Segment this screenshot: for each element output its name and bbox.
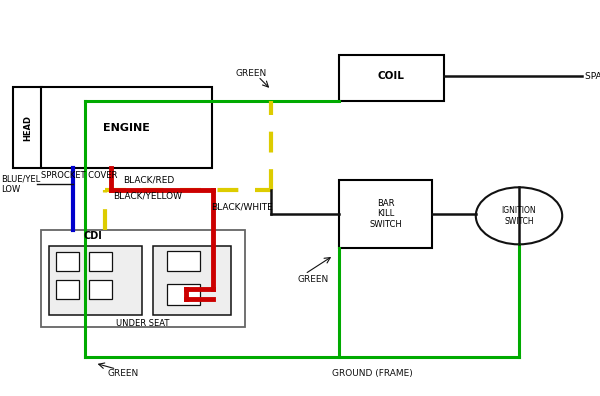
Text: IGNITION
SWITCH: IGNITION SWITCH	[502, 206, 536, 225]
FancyBboxPatch shape	[41, 87, 212, 168]
Text: BLUE/YEL
LOW: BLUE/YEL LOW	[1, 175, 40, 194]
FancyBboxPatch shape	[153, 246, 231, 315]
FancyBboxPatch shape	[167, 251, 200, 271]
Text: BLACK/YELLOW: BLACK/YELLOW	[113, 192, 182, 200]
FancyBboxPatch shape	[339, 55, 444, 101]
FancyBboxPatch shape	[339, 180, 432, 248]
FancyBboxPatch shape	[89, 252, 112, 271]
Text: HEAD: HEAD	[23, 115, 32, 141]
FancyBboxPatch shape	[56, 280, 79, 299]
Text: GREEN: GREEN	[235, 69, 266, 78]
Text: GREEN: GREEN	[297, 275, 328, 284]
FancyBboxPatch shape	[89, 280, 112, 299]
Text: CDI: CDI	[83, 230, 103, 241]
FancyBboxPatch shape	[13, 87, 42, 168]
Text: BAR
KILL
SWITCH: BAR KILL SWITCH	[370, 199, 402, 229]
Circle shape	[476, 187, 562, 244]
Text: SPARK PLUG: SPARK PLUG	[585, 72, 600, 81]
Text: GROUND (FRAME): GROUND (FRAME)	[332, 369, 412, 377]
Text: BLACK/RED: BLACK/RED	[123, 176, 174, 185]
Text: ENGINE: ENGINE	[103, 123, 149, 133]
Text: GREEN: GREEN	[107, 369, 139, 377]
FancyBboxPatch shape	[41, 230, 245, 327]
Text: UNDER SEAT: UNDER SEAT	[116, 320, 169, 328]
FancyBboxPatch shape	[49, 246, 142, 315]
FancyBboxPatch shape	[167, 284, 200, 305]
FancyBboxPatch shape	[56, 252, 79, 271]
Text: BLACK/WHITE: BLACK/WHITE	[211, 202, 273, 211]
Text: COIL: COIL	[378, 71, 404, 82]
Text: SPROCKET COVER: SPROCKET COVER	[41, 171, 117, 179]
